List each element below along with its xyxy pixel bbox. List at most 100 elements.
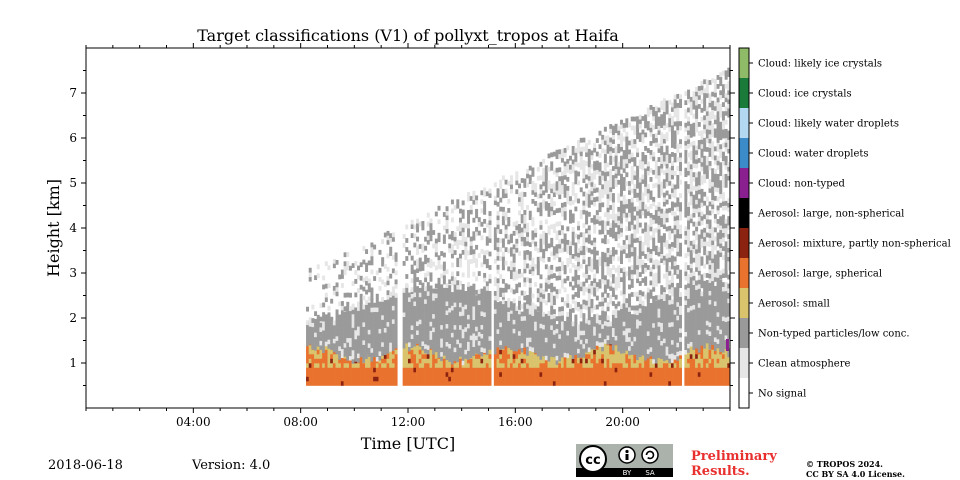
heatmap-cell xyxy=(402,261,406,266)
heatmap-cell xyxy=(432,318,436,324)
heatmap-cell xyxy=(587,171,591,177)
heatmap-cell xyxy=(684,322,688,328)
heatmap-cell xyxy=(595,196,599,202)
heatmap-cell xyxy=(340,283,344,288)
heatmap-cell xyxy=(306,336,310,342)
heatmap-cell xyxy=(448,307,452,313)
heatmap-cell xyxy=(518,228,521,234)
heatmap-cell xyxy=(555,172,559,178)
heatmap-cell xyxy=(668,317,672,323)
heatmap-cell xyxy=(383,305,387,311)
heatmap-cell xyxy=(563,233,567,239)
heatmap-cell xyxy=(340,326,344,332)
heatmap-cell xyxy=(649,132,653,137)
heatmap-cell xyxy=(657,188,661,194)
heatmap-cell xyxy=(461,292,465,298)
heatmap-cell xyxy=(636,174,640,180)
heatmap-cell xyxy=(477,304,481,310)
heatmap-cell xyxy=(518,312,521,318)
heatmap-cell xyxy=(700,318,704,324)
heatmap-cell xyxy=(426,358,430,364)
heatmap-cell xyxy=(574,274,578,279)
heatmap-cell xyxy=(475,226,479,232)
heatmap-cell xyxy=(555,167,559,173)
heatmap-cell xyxy=(697,372,701,377)
heatmap-cell xyxy=(587,367,591,373)
heatmap-cell xyxy=(467,358,471,364)
heatmap-cell xyxy=(442,301,446,307)
heatmap-cell xyxy=(394,321,398,326)
heatmap-cell xyxy=(660,304,664,310)
heatmap-cell xyxy=(660,150,664,156)
heatmap-cell xyxy=(485,249,489,255)
heatmap-cell xyxy=(689,276,693,282)
heatmap-cell xyxy=(641,116,645,121)
heatmap-cell xyxy=(684,358,688,364)
heatmap-cell xyxy=(673,261,677,266)
heatmap-cell xyxy=(563,264,567,270)
heatmap-cell xyxy=(628,122,632,128)
heatmap-cell xyxy=(493,236,497,242)
heatmap-cell xyxy=(413,278,417,284)
heatmap-cell xyxy=(638,177,642,183)
heatmap-cell xyxy=(547,225,551,231)
heatmap-cell xyxy=(440,284,444,290)
heatmap-cell xyxy=(402,298,406,304)
heatmap-cell xyxy=(501,265,505,271)
heatmap-cell xyxy=(619,367,623,373)
heatmap-cell xyxy=(547,311,551,316)
heatmap-cell xyxy=(432,313,436,319)
heatmap-cell xyxy=(689,245,693,251)
heatmap-cell xyxy=(660,123,664,129)
heatmap-cell xyxy=(692,163,696,169)
heatmap-cell xyxy=(625,354,629,359)
heatmap-cell xyxy=(343,347,347,353)
heatmap-cell xyxy=(687,343,691,349)
heatmap-cell xyxy=(574,278,578,284)
heatmap-cell xyxy=(571,163,575,169)
heatmap-cell xyxy=(593,197,597,203)
heatmap-cell xyxy=(622,163,626,169)
heatmap-cell xyxy=(574,233,578,239)
heatmap-cell xyxy=(346,306,350,312)
heatmap-cell xyxy=(322,343,326,349)
heatmap-cell xyxy=(649,351,653,357)
heatmap-cell xyxy=(448,279,452,285)
heatmap-cell xyxy=(456,316,460,322)
heatmap-cell xyxy=(461,363,465,368)
heatmap-cell xyxy=(603,225,607,231)
heatmap-cell xyxy=(668,117,672,123)
heatmap-cell xyxy=(373,334,377,340)
heatmap-cell xyxy=(483,367,487,373)
heatmap-cell xyxy=(493,245,497,251)
heatmap-cell xyxy=(542,181,546,187)
heatmap-cell xyxy=(598,381,602,386)
heatmap-cell xyxy=(375,293,379,299)
heatmap-cell xyxy=(636,255,640,261)
heatmap-cell xyxy=(488,313,492,319)
heatmap-cell xyxy=(654,340,658,346)
heatmap-cell xyxy=(526,236,530,242)
heatmap-cell xyxy=(598,166,602,172)
heatmap-cell xyxy=(389,367,393,373)
heatmap-cell xyxy=(617,166,621,172)
heatmap-cell xyxy=(456,357,460,363)
heatmap-cell xyxy=(531,230,535,236)
heatmap-cell xyxy=(351,263,355,268)
heatmap-cell xyxy=(386,330,390,336)
heatmap-cell xyxy=(311,354,315,359)
heatmap-cell xyxy=(579,151,583,157)
heatmap-cell xyxy=(458,280,462,286)
heatmap-cell xyxy=(429,272,433,278)
heatmap-cell xyxy=(665,341,669,347)
heatmap-cell xyxy=(381,376,385,382)
heatmap-cell xyxy=(512,230,516,236)
heatmap-cell xyxy=(389,346,393,352)
heatmap-cell xyxy=(582,164,586,170)
heatmap-cell xyxy=(512,302,516,308)
heatmap-cell xyxy=(563,352,567,358)
heatmap-cell xyxy=(574,170,578,176)
heatmap-cell xyxy=(453,367,457,373)
heatmap-cell xyxy=(649,294,653,299)
heatmap-cell xyxy=(485,258,489,264)
